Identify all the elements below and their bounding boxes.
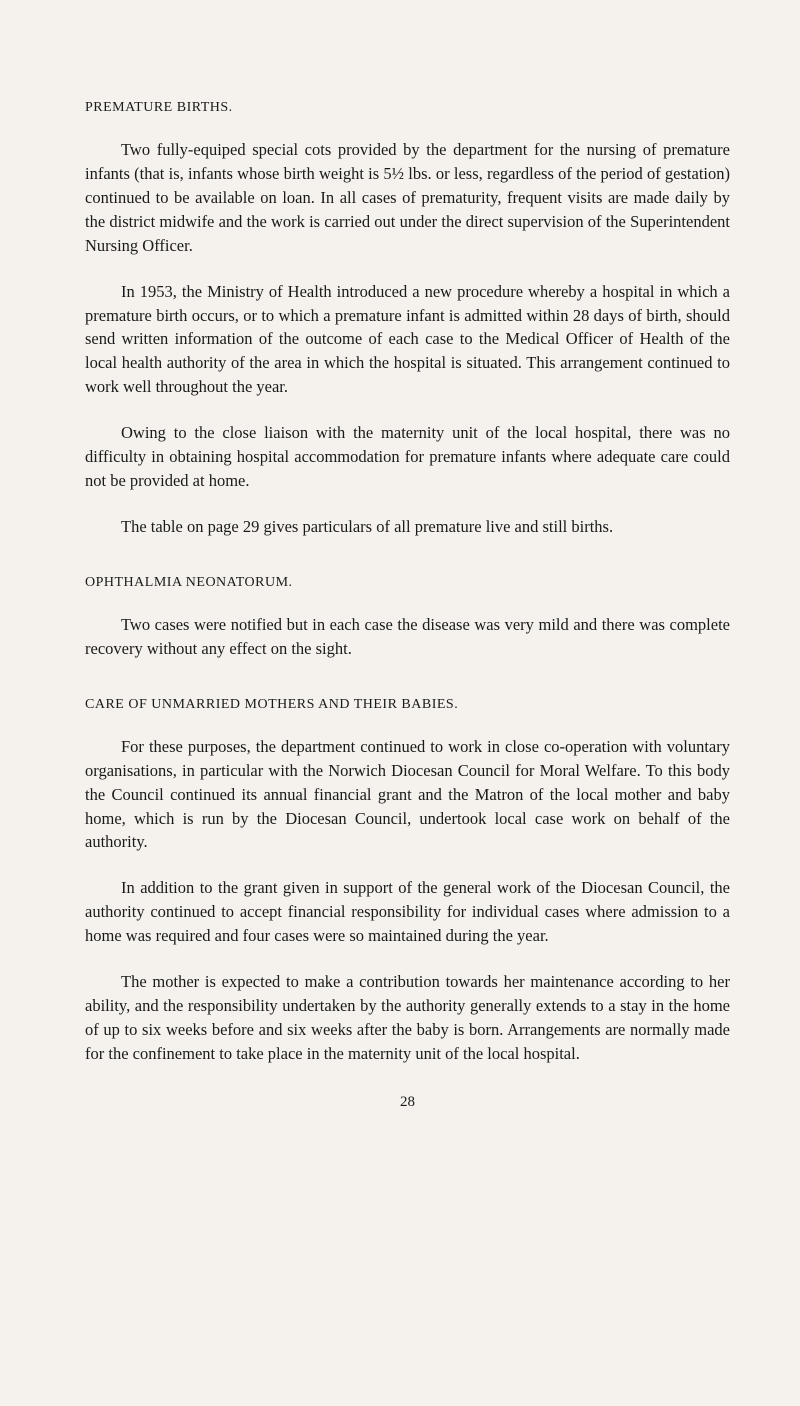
paragraph-text: The table on page 29 gives particulars o… xyxy=(85,515,730,539)
paragraph-text: Owing to the close liaison with the mate… xyxy=(85,421,730,493)
paragraph-text: For these purposes, the department conti… xyxy=(85,735,730,855)
section-heading-care-unmarried: CARE OF UNMARRIED MOTHERS AND THEIR BABI… xyxy=(85,697,730,713)
document-page: PREMATURE BIRTHS. Two fully-equiped spec… xyxy=(85,100,730,1111)
section-heading-premature-births: PREMATURE BIRTHS. xyxy=(85,100,730,116)
paragraph-text: In 1953, the Ministry of Health introduc… xyxy=(85,280,730,400)
section-heading-ophthalmia: OPHTHALMIA NEONATORUM. xyxy=(85,575,730,591)
page-number: 28 xyxy=(85,1094,730,1111)
paragraph-text: Two cases were notified but in each case… xyxy=(85,613,730,661)
paragraph-text: The mother is expected to make a contrib… xyxy=(85,970,730,1066)
paragraph-text: Two fully-equiped special cots provided … xyxy=(85,138,730,258)
paragraph-text: In addition to the grant given in suppor… xyxy=(85,876,730,948)
